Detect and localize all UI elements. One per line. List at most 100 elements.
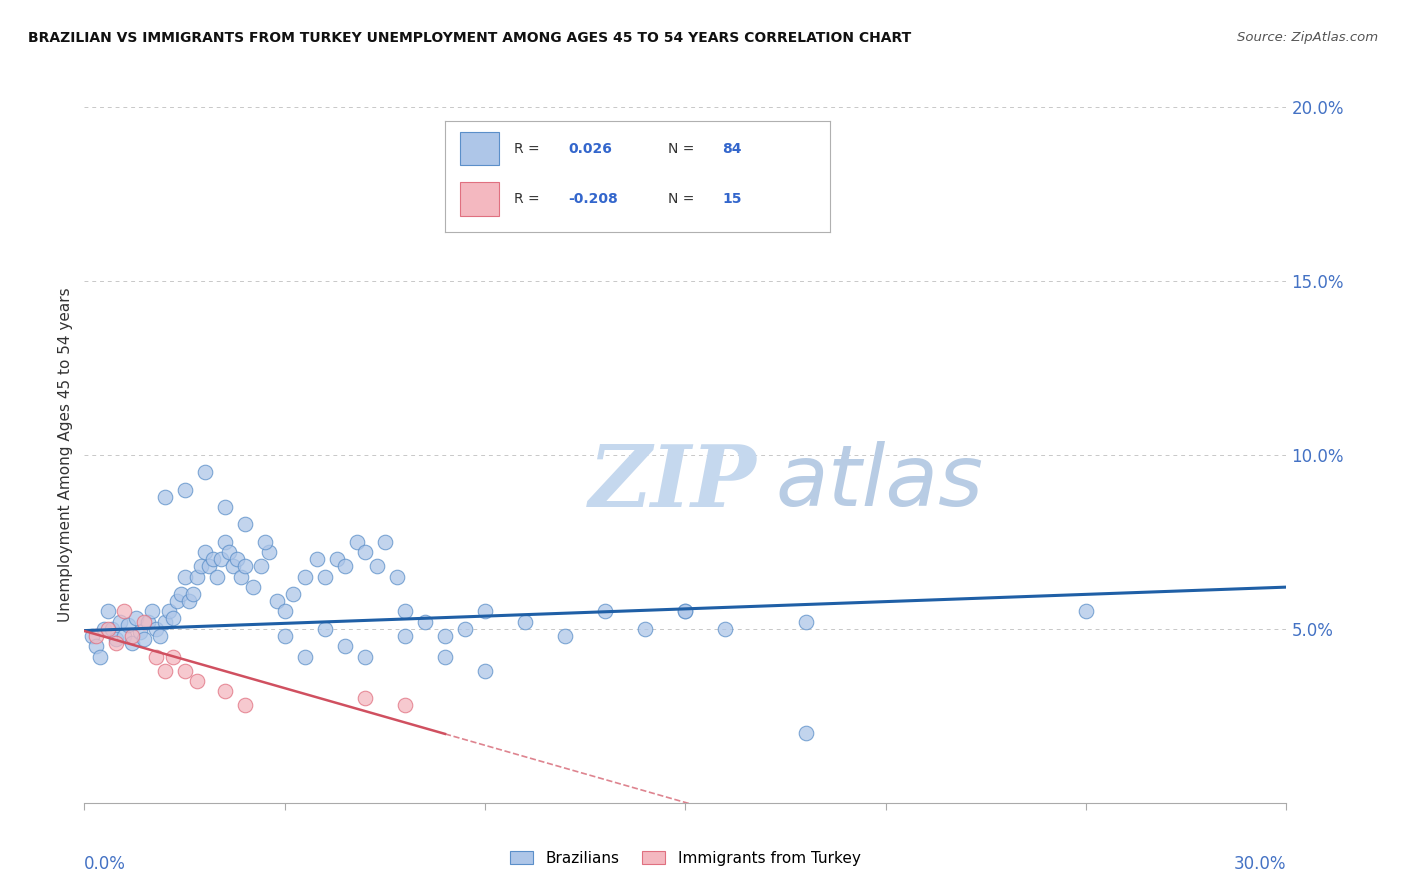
Point: [117, 618, 139, 632]
Point: [595, 605, 617, 619]
Point: [474, 605, 496, 619]
Point: [193, 545, 217, 559]
Point: [333, 639, 356, 653]
Point: [433, 629, 456, 643]
Point: [394, 605, 416, 619]
Point: [346, 534, 368, 549]
Point: [190, 559, 212, 574]
Point: [114, 629, 135, 643]
Point: [93, 622, 115, 636]
Point: [274, 629, 297, 643]
Point: [153, 664, 176, 678]
Point: [166, 594, 188, 608]
Point: [138, 615, 160, 629]
Point: [157, 605, 180, 619]
Point: [205, 570, 228, 584]
Point: [86, 639, 108, 653]
Point: [229, 570, 252, 584]
Point: [201, 552, 224, 566]
Point: [121, 629, 143, 643]
Point: [97, 622, 120, 636]
Text: 30.0%: 30.0%: [1234, 855, 1286, 873]
Point: [221, 559, 243, 574]
Point: [515, 615, 537, 629]
Legend: Brazilians, Immigrants from Turkey: Brazilians, Immigrants from Turkey: [505, 845, 866, 871]
Point: [333, 559, 356, 574]
Point: [374, 534, 396, 549]
Point: [105, 636, 128, 650]
Point: [97, 605, 120, 619]
Point: [249, 559, 271, 574]
Point: [181, 587, 204, 601]
Point: [233, 559, 256, 574]
Point: [233, 517, 256, 532]
Point: [153, 615, 176, 629]
Point: [794, 615, 817, 629]
Point: [173, 483, 195, 497]
Point: [209, 552, 232, 566]
Point: [1076, 605, 1098, 619]
Text: Source: ZipAtlas.com: Source: ZipAtlas.com: [1237, 31, 1378, 45]
Point: [145, 622, 167, 636]
Point: [714, 622, 737, 636]
Point: [169, 587, 191, 601]
Point: [114, 605, 135, 619]
Point: [129, 625, 152, 640]
Point: [141, 605, 163, 619]
Point: [634, 622, 657, 636]
Text: 0.0%: 0.0%: [84, 855, 127, 873]
Point: [281, 587, 304, 601]
Point: [242, 580, 264, 594]
Point: [86, 629, 108, 643]
Point: [149, 629, 172, 643]
Point: [162, 611, 184, 625]
Y-axis label: Unemployment Among Ages 45 to 54 years: Unemployment Among Ages 45 to 54 years: [58, 287, 73, 623]
Point: [197, 559, 219, 574]
Point: [554, 629, 576, 643]
Point: [354, 649, 377, 664]
Point: [675, 605, 697, 619]
Point: [253, 534, 276, 549]
Point: [173, 570, 195, 584]
Point: [294, 649, 316, 664]
Point: [153, 490, 176, 504]
Point: [794, 726, 817, 740]
Point: [173, 664, 195, 678]
Point: [675, 605, 697, 619]
Point: [413, 615, 436, 629]
Point: [186, 674, 208, 689]
Text: atlas: atlas: [776, 442, 984, 524]
Point: [257, 545, 280, 559]
Point: [385, 570, 408, 584]
Point: [314, 622, 336, 636]
Point: [121, 636, 143, 650]
Point: [125, 611, 148, 625]
Point: [354, 545, 377, 559]
Point: [274, 605, 297, 619]
Point: [134, 615, 156, 629]
Point: [474, 664, 496, 678]
Text: ZIP: ZIP: [589, 441, 756, 524]
Text: BRAZILIAN VS IMMIGRANTS FROM TURKEY UNEMPLOYMENT AMONG AGES 45 TO 54 YEARS CORRE: BRAZILIAN VS IMMIGRANTS FROM TURKEY UNEM…: [28, 31, 911, 45]
Point: [454, 622, 477, 636]
Point: [394, 698, 416, 713]
Point: [105, 632, 128, 647]
Point: [214, 684, 236, 698]
Point: [214, 534, 236, 549]
Point: [433, 649, 456, 664]
Point: [294, 570, 316, 584]
Point: [145, 649, 167, 664]
Point: [186, 570, 208, 584]
Point: [366, 559, 388, 574]
Point: [314, 570, 336, 584]
Point: [326, 552, 349, 566]
Point: [233, 698, 256, 713]
Point: [110, 615, 132, 629]
Point: [162, 649, 184, 664]
Point: [218, 545, 240, 559]
Point: [101, 622, 124, 636]
Point: [394, 629, 416, 643]
Point: [225, 552, 247, 566]
Point: [89, 649, 111, 664]
Point: [193, 466, 217, 480]
